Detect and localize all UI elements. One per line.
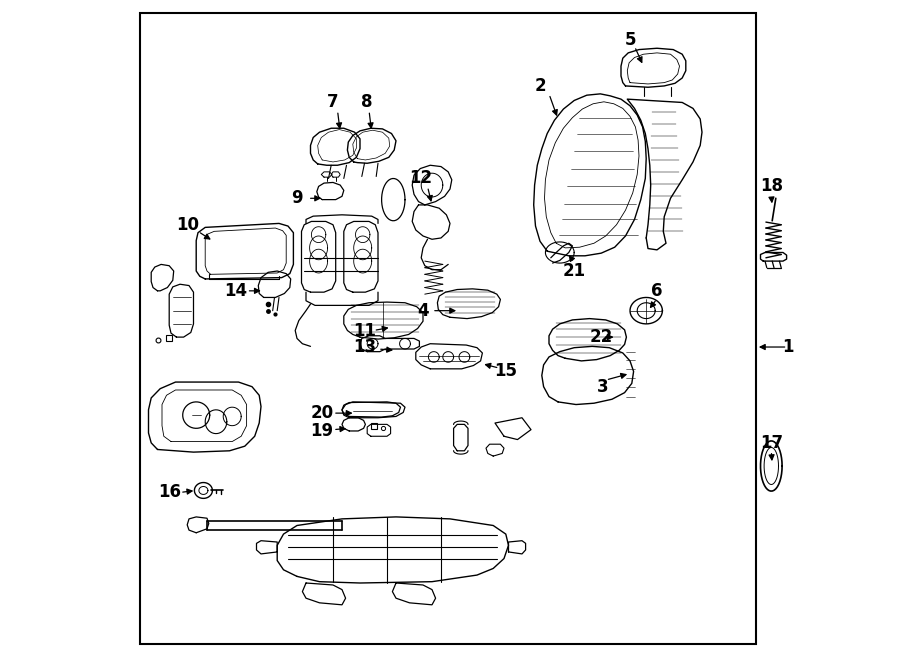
Text: 20: 20	[310, 404, 334, 422]
Text: 2: 2	[535, 77, 545, 95]
Text: 12: 12	[410, 169, 433, 188]
Text: 15: 15	[494, 362, 518, 381]
Text: 9: 9	[292, 189, 302, 208]
Text: 21: 21	[562, 262, 586, 280]
Text: 19: 19	[310, 422, 334, 440]
Text: 18: 18	[760, 177, 783, 196]
Text: 17: 17	[760, 434, 783, 452]
Text: 10: 10	[176, 215, 199, 234]
Text: 5: 5	[625, 30, 635, 49]
Text: 16: 16	[158, 483, 181, 502]
Text: 3: 3	[598, 377, 608, 396]
Text: 6: 6	[652, 282, 662, 300]
Bar	[140, 13, 756, 644]
Text: 22: 22	[590, 328, 613, 346]
Text: 11: 11	[353, 321, 376, 340]
Text: 14: 14	[224, 282, 248, 300]
Text: 13: 13	[353, 338, 376, 356]
Text: 8: 8	[362, 93, 373, 112]
Text: 7: 7	[328, 93, 338, 112]
Text: 1: 1	[782, 338, 793, 356]
Text: 4: 4	[418, 301, 428, 320]
